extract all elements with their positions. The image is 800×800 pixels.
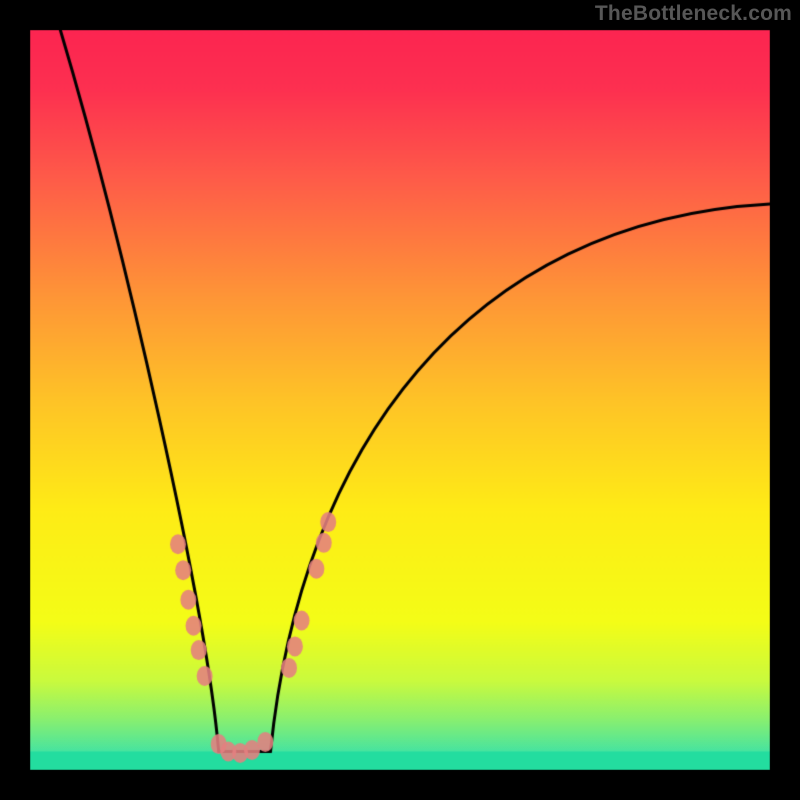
curve-layer <box>0 0 800 800</box>
watermark-text: TheBottleneck.com <box>595 2 792 26</box>
chart-stage: TheBottleneck.com <box>0 0 800 800</box>
